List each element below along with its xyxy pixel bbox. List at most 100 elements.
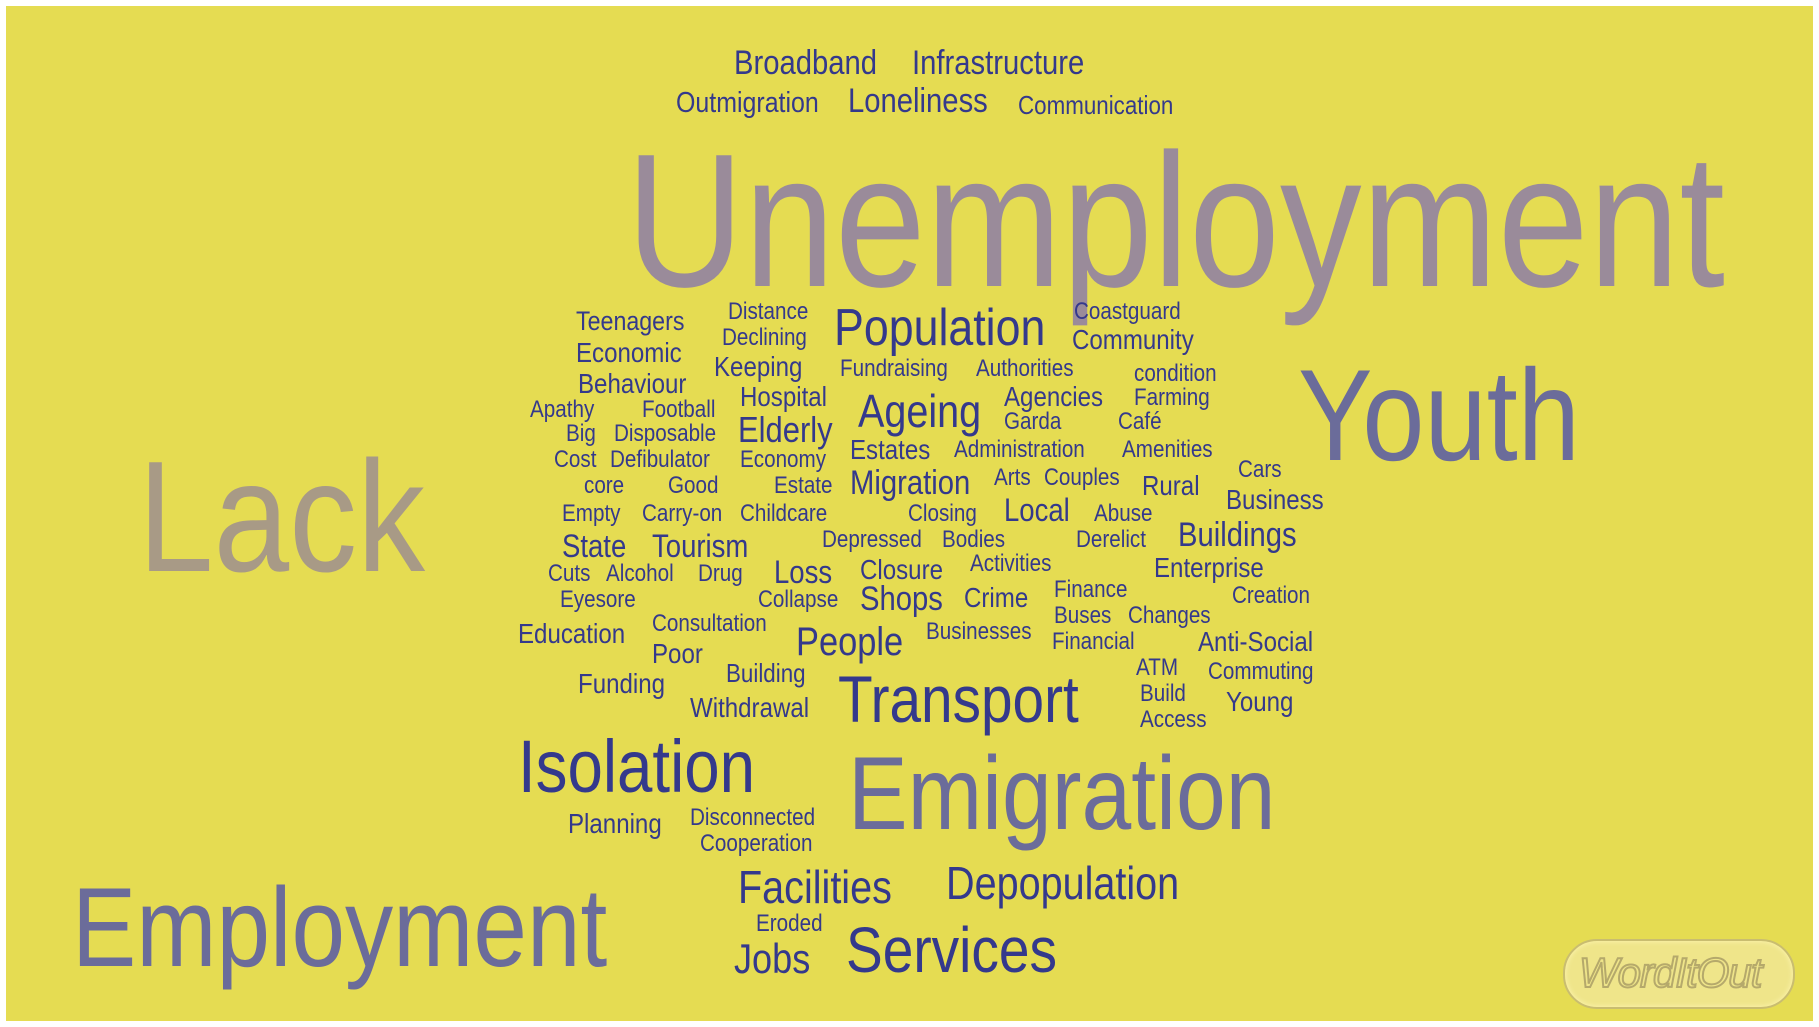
cloud-word: Authorities <box>976 355 1074 382</box>
cloud-word: Services <box>846 914 1058 986</box>
cloud-word: Good <box>668 472 719 499</box>
cloud-word: Closure <box>860 554 943 585</box>
cloud-word: Unemployment <box>626 115 1725 327</box>
cloud-word: Build <box>1140 680 1186 707</box>
cloud-word: Disconnected <box>690 804 816 831</box>
cloud-word: Loss <box>774 554 833 590</box>
cloud-word: Access <box>1140 706 1207 733</box>
cloud-word: Tourism <box>652 528 749 564</box>
cloud-word: Consultation <box>652 610 767 637</box>
cloud-word: Buses <box>1054 602 1112 629</box>
cloud-word: Behaviour <box>578 368 687 399</box>
cloud-word: State <box>562 528 627 564</box>
word-cloud: Broadband Infrastructure Outmigration Lonel… <box>6 6 1813 1021</box>
cloud-word: Teenagers <box>576 306 685 336</box>
cloud-word: Changes <box>1128 602 1211 629</box>
cloud-word: Creation <box>1232 582 1311 609</box>
cloud-word: Planning <box>568 808 662 839</box>
cloud-word: Garda <box>1004 408 1062 435</box>
cloud-word: Depressed <box>822 526 922 553</box>
cloud-word: Ageing <box>858 385 982 437</box>
cloud-word: Finance <box>1054 576 1128 603</box>
cloud-word: Café <box>1118 408 1162 435</box>
cloud-word: Broadband <box>734 44 878 82</box>
worditout-logo: WordItOut <box>1563 939 1795 1009</box>
cloud-word: Economic <box>576 337 682 368</box>
cloud-word: Agencies <box>1004 381 1104 412</box>
cloud-word: Migration <box>850 464 971 502</box>
cloud-word: Local <box>1004 492 1070 528</box>
cloud-word: Amenities <box>1122 436 1213 463</box>
cloud-word: Transport <box>838 662 1079 736</box>
cloud-word: Cars <box>1238 456 1282 483</box>
cloud-word: Apathy <box>530 396 595 423</box>
cloud-word: Population <box>834 299 1046 357</box>
cloud-word: Abuse <box>1094 500 1153 527</box>
cloud-word: Communication <box>1018 90 1174 120</box>
cloud-word: Enterprise <box>1154 552 1264 583</box>
cloud-word: Activities <box>970 550 1052 577</box>
cloud-word: Infrastructure <box>912 44 1085 82</box>
cloud-word: Emigration <box>848 736 1276 852</box>
cloud-word: ATM <box>1136 654 1179 681</box>
cloud-word: Business <box>1226 484 1324 515</box>
cloud-word: Isolation <box>518 725 756 808</box>
cloud-word: Empty <box>562 500 621 527</box>
cloud-word: Alcohol <box>606 560 674 587</box>
cloud-word: Estates <box>850 434 931 465</box>
cloud-word: Eyesore <box>560 586 636 613</box>
cloud-word: Drug <box>698 560 743 587</box>
cloud-word: Disposable <box>614 420 717 447</box>
cloud-word: Financial <box>1052 628 1135 655</box>
cloud-word: Depopulation <box>946 857 1180 909</box>
cloud-word: People <box>796 620 904 664</box>
cloud-word: Funding <box>578 668 666 699</box>
cloud-word: Distance <box>728 298 809 325</box>
cloud-word: Building <box>726 658 806 688</box>
cloud-word: Big <box>566 420 596 447</box>
cloud-word: Closing <box>908 500 977 527</box>
cloud-word: core <box>584 472 625 499</box>
cloud-word: Crime <box>964 582 1029 613</box>
cloud-word: Elderly <box>738 409 833 450</box>
cloud-word: Rural <box>1142 470 1200 501</box>
cloud-word: Commuting <box>1208 658 1314 685</box>
cloud-word: Eroded <box>756 910 823 937</box>
cloud-word: Childcare <box>740 500 828 527</box>
cloud-word: Education <box>518 618 626 649</box>
cloud-word: Derelict <box>1076 526 1146 553</box>
cloud-word: Facilities <box>738 861 892 913</box>
cloud-word: Declining <box>722 324 807 351</box>
cloud-word: Fundraising <box>840 355 948 382</box>
cloud-word: Loneliness <box>848 82 988 120</box>
cloud-word: Cuts <box>548 560 591 587</box>
cloud-word: Buildings <box>1178 516 1297 554</box>
cloud-word: Employment <box>72 865 608 990</box>
cloud-word: Carry-on <box>642 500 723 527</box>
cloud-word: Administration <box>954 436 1085 463</box>
cloud-word: Businesses <box>926 618 1032 645</box>
cloud-word: Economy <box>740 446 827 473</box>
cloud-word: Cost <box>554 446 597 473</box>
cloud-word: Withdrawal <box>690 692 810 723</box>
cloud-word: Collapse <box>758 586 839 613</box>
cloud-word: Community <box>1072 324 1194 355</box>
cloud-word: Anti-Social <box>1198 626 1314 657</box>
logo-text: WordItOut <box>1578 948 1763 997</box>
cloud-word: Jobs <box>734 935 811 982</box>
cloud-word: Young <box>1226 686 1294 717</box>
cloud-word: Defibulator <box>610 446 710 473</box>
cloud-word: Outmigration <box>676 87 819 119</box>
cloud-word: Couples <box>1044 464 1120 491</box>
cloud-word: Farming <box>1134 384 1210 411</box>
cloud-word: Poor <box>652 638 703 669</box>
cloud-word: Coastguard <box>1074 298 1181 325</box>
cloud-word: condition <box>1134 360 1217 387</box>
cloud-word: Youth <box>1298 342 1580 488</box>
cloud-word: Lack <box>138 429 426 605</box>
cloud-word: Arts <box>994 464 1031 491</box>
cloud-word: Keeping <box>714 351 803 382</box>
cloud-word: Football <box>642 396 716 423</box>
cloud-word: Cooperation <box>700 830 813 857</box>
cloud-word: Bodies <box>942 526 1006 553</box>
